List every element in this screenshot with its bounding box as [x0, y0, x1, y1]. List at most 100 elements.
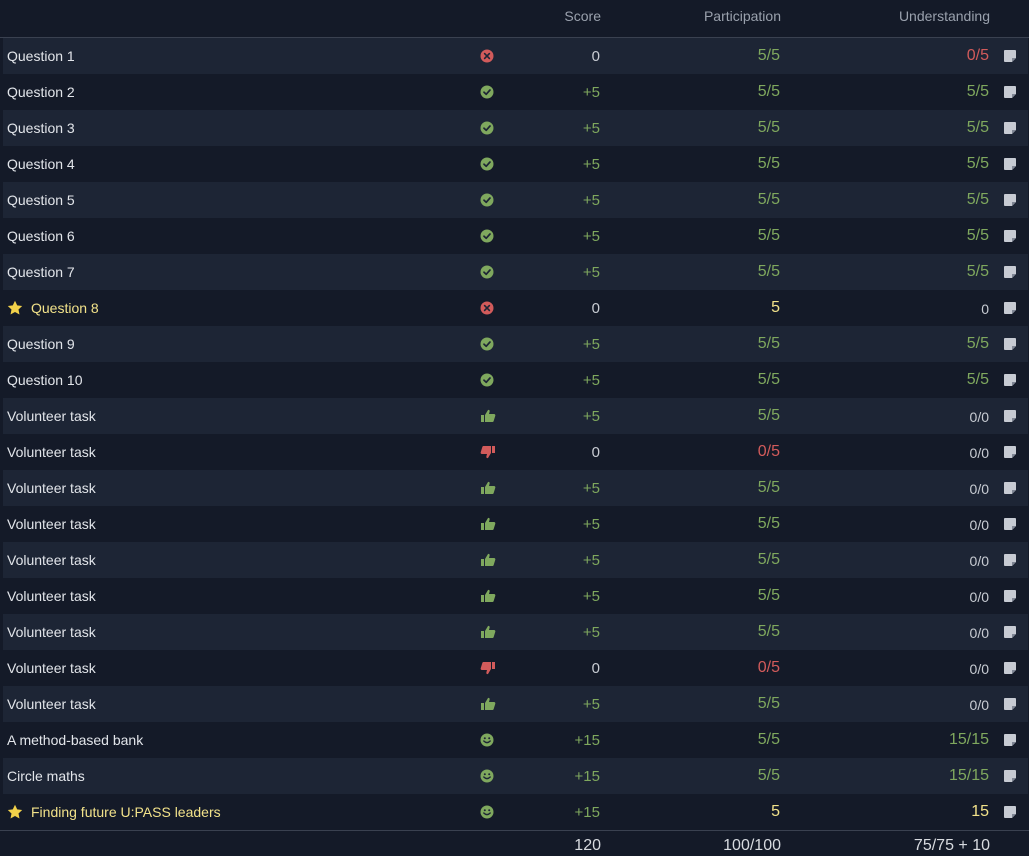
note-icon[interactable] [1003, 661, 1017, 675]
row-participation: 5/5 [757, 119, 780, 136]
check-circle-icon [480, 229, 494, 243]
thumbs-up-icon [480, 697, 496, 711]
row-participation: 0/5 [757, 659, 780, 676]
note-icon[interactable] [1003, 265, 1017, 279]
check-circle-icon [480, 265, 494, 279]
note-icon[interactable] [1003, 121, 1017, 135]
check-circle-icon [480, 85, 494, 99]
check-circle-icon [480, 157, 494, 171]
row-score: +5 [582, 408, 600, 425]
row-understanding: 5/5 [966, 371, 989, 388]
note-icon[interactable] [1003, 193, 1017, 207]
participation-column-header: Participation [703, 8, 781, 24]
row-label: Question 9 [7, 336, 75, 352]
row-score: +5 [582, 120, 600, 137]
check-circle-icon [480, 337, 494, 351]
row-score: 0 [591, 300, 600, 317]
note-icon[interactable] [1003, 301, 1017, 315]
row-score: +5 [582, 84, 600, 101]
note-icon[interactable] [1003, 481, 1017, 495]
note-icon[interactable] [1003, 589, 1017, 603]
thumbs-up-icon [480, 625, 496, 639]
row-label: Volunteer task [7, 444, 96, 460]
row-participation: 5/5 [757, 155, 780, 172]
note-icon[interactable] [1003, 409, 1017, 423]
row-label: Question 3 [7, 120, 75, 136]
thumbs-down-icon [480, 445, 495, 459]
row-score: +15 [574, 768, 600, 785]
row-label: Volunteer task [7, 588, 96, 604]
table-row: Volunteer task +5 5/5 0/0 [3, 614, 1028, 650]
row-understanding: 0/0 [969, 409, 989, 425]
row-understanding: 15/15 [948, 731, 989, 748]
note-icon[interactable] [1003, 373, 1017, 387]
row-participation: 5/5 [757, 335, 780, 352]
note-icon[interactable] [1003, 157, 1017, 171]
table-row: Volunteer task +5 5/5 0/0 [3, 506, 1028, 542]
note-icon[interactable] [1003, 49, 1017, 63]
row-label: Volunteer task [7, 696, 96, 712]
table-row: Question 4 +5 5/5 5/5 [3, 146, 1028, 182]
table-footer: 120 100/100 75/75 + 10 [0, 830, 1029, 856]
thumbs-up-icon [480, 481, 496, 495]
row-understanding: 5/5 [966, 155, 989, 172]
note-icon[interactable] [1003, 697, 1017, 711]
row-participation: 5/5 [757, 515, 780, 532]
row-score: 0 [591, 48, 600, 65]
row-participation: 5/5 [757, 263, 780, 280]
note-icon[interactable] [1003, 553, 1017, 567]
row-score: +5 [582, 156, 600, 173]
row-understanding: 5/5 [966, 191, 989, 208]
row-participation: 5 [771, 803, 780, 820]
note-icon[interactable] [1003, 769, 1017, 783]
row-score: +5 [582, 696, 600, 713]
row-understanding: 0/0 [969, 517, 989, 533]
score-total: 120 [574, 837, 601, 854]
row-participation: 5/5 [757, 623, 780, 640]
thumbs-up-icon [480, 589, 496, 603]
note-icon[interactable] [1003, 805, 1017, 819]
row-score: +5 [582, 264, 600, 281]
row-participation: 5/5 [757, 695, 780, 712]
row-understanding: 0/0 [969, 589, 989, 605]
row-score: +5 [582, 588, 600, 605]
row-participation: 5 [771, 299, 780, 316]
note-icon[interactable] [1003, 337, 1017, 351]
row-understanding: 0/0 [969, 661, 989, 677]
row-score: +5 [582, 192, 600, 209]
participation-total: 100/100 [723, 837, 781, 854]
row-score: +15 [574, 732, 600, 749]
row-participation: 5/5 [757, 731, 780, 748]
note-icon[interactable] [1003, 625, 1017, 639]
table-row: Question 10 +5 5/5 5/5 [3, 362, 1028, 398]
star-icon [7, 804, 23, 823]
row-understanding: 15 [971, 803, 989, 820]
row-label: Question 2 [7, 84, 75, 100]
note-icon[interactable] [1003, 733, 1017, 747]
cross-circle-icon [480, 49, 494, 63]
table-row: Volunteer task +5 5/5 0/0 [3, 578, 1028, 614]
table-row: Question 6 +5 5/5 5/5 [3, 218, 1028, 254]
row-label: Volunteer task [7, 660, 96, 676]
row-label: Question 4 [7, 156, 75, 172]
note-icon[interactable] [1003, 229, 1017, 243]
note-icon[interactable] [1003, 85, 1017, 99]
row-participation: 5/5 [757, 767, 780, 784]
row-label: Volunteer task [7, 408, 96, 424]
table-row: Volunteer task +5 5/5 0/0 [3, 470, 1028, 506]
row-understanding: 5/5 [966, 227, 989, 244]
score-column-header: Score [564, 8, 601, 24]
row-label: Volunteer task [7, 624, 96, 640]
row-label: Question 5 [7, 192, 75, 208]
row-participation: 5/5 [757, 479, 780, 496]
table-row: Finding future U:PASS leaders +15 5 15 [3, 794, 1028, 830]
row-participation: 5/5 [757, 83, 780, 100]
note-icon[interactable] [1003, 517, 1017, 531]
row-label: Question 1 [7, 48, 75, 64]
table-row: Question 8 0 5 0 [3, 290, 1028, 326]
row-score: +5 [582, 552, 600, 569]
row-score: +5 [582, 228, 600, 245]
check-circle-icon [480, 373, 494, 387]
thumbs-up-icon [480, 553, 496, 567]
note-icon[interactable] [1003, 445, 1017, 459]
